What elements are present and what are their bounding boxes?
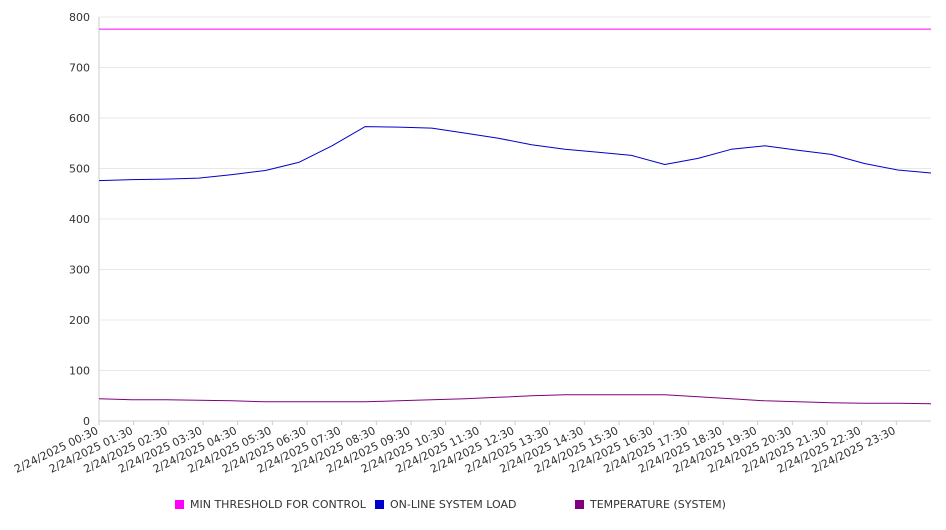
- legend-label-temperature: TEMPERATURE (SYSTEM): [590, 498, 726, 511]
- legend-swatch-system-load: [375, 500, 384, 509]
- legend: MIN THRESHOLD FOR CONTROL ON-LINE SYSTEM…: [0, 498, 946, 514]
- y-tick-label: 100: [69, 365, 90, 378]
- grid: [99, 16, 931, 422]
- legend-swatch-min-threshold: [175, 500, 184, 509]
- legend-swatch-temperature: [575, 500, 584, 509]
- system-load-line: [98, 126, 932, 182]
- y-tick-label: 500: [69, 163, 90, 176]
- y-tick-label: 400: [69, 213, 90, 226]
- y-tick-label: 0: [83, 415, 90, 428]
- y-tick-label: 700: [69, 62, 90, 75]
- series-lines: [98, 28, 932, 405]
- legend-label-min-threshold: MIN THRESHOLD FOR CONTROL: [190, 498, 366, 511]
- y-tick-label: 600: [69, 112, 90, 125]
- y-tick-label: 300: [69, 264, 90, 277]
- legend-label-system-load: ON-LINE SYSTEM LOAD: [390, 498, 517, 511]
- legend-item-temperature: TEMPERATURE (SYSTEM): [575, 498, 726, 511]
- y-tick-label: 200: [69, 314, 90, 327]
- legend-item-min-threshold: MIN THRESHOLD FOR CONTROL: [175, 498, 366, 511]
- y-tick-label: 800: [69, 11, 90, 24]
- legend-item-system-load: ON-LINE SYSTEM LOAD: [375, 498, 516, 511]
- temperature-line: [98, 394, 932, 405]
